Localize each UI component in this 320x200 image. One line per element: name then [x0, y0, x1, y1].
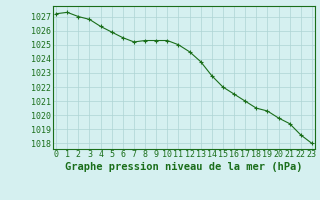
X-axis label: Graphe pression niveau de la mer (hPa): Graphe pression niveau de la mer (hPa): [65, 162, 303, 172]
